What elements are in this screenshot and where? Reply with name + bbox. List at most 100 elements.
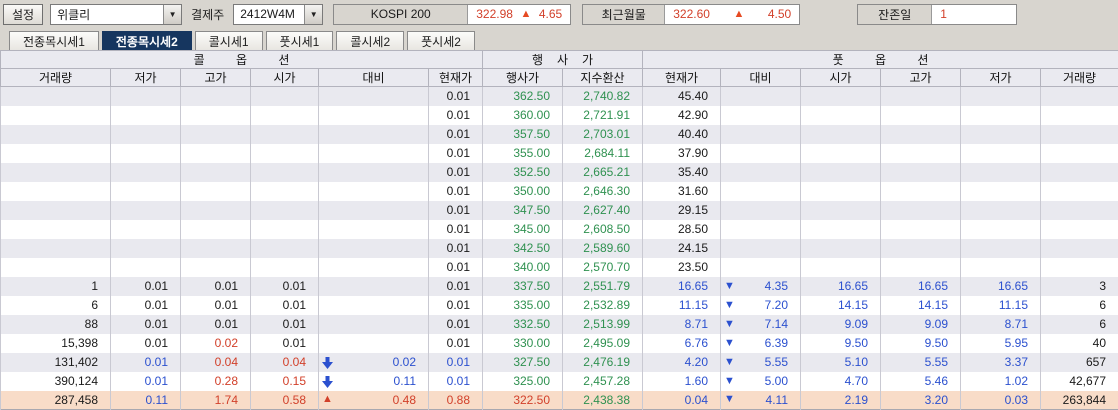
cell-call-high: 0.01 xyxy=(180,314,251,334)
cell-call-high xyxy=(180,200,251,220)
table-row[interactable]: 287,458 0.11 1.74 0.58 ▲ 0.48 0.88 322.50 2,438.… xyxy=(0,390,1118,410)
cell-call-volume: 15,398 xyxy=(0,333,111,353)
settlement-week-select[interactable]: 2412W4M ▼ xyxy=(233,3,324,25)
cell-call-low: 0.01 xyxy=(110,352,181,372)
cell-index-converted: 2,438.38 xyxy=(562,390,644,410)
cell-put-high xyxy=(880,219,962,239)
cell-put-price: 35.40 xyxy=(642,162,722,182)
triangle-down-icon: ▼ xyxy=(724,279,735,292)
cell-strike: 345.00 xyxy=(482,219,564,239)
cell-put-open xyxy=(800,257,882,277)
cell-put-high xyxy=(880,124,962,144)
cell-put-price: 40.40 xyxy=(642,124,722,144)
tab-전종목시세2[interactable]: 전종목시세2 xyxy=(101,31,192,50)
cell-call-change xyxy=(318,333,429,353)
table-row[interactable]: 0.01 340.00 2,570.70 23.50 xyxy=(0,257,1118,277)
tab-콜시세1[interactable]: 콜시세1 xyxy=(194,31,263,50)
cell-put-open xyxy=(800,105,882,125)
cell-call-high xyxy=(180,238,251,258)
cell-put-change xyxy=(720,238,802,258)
arrow-down-bold-icon xyxy=(322,355,333,369)
table-row[interactable]: 0.01 350.00 2,646.30 31.60 xyxy=(0,181,1118,201)
table-row[interactable]: 6 0.01 0.01 0.01 0.01 335.00 2,532.89 11.15 ▼ 7.2… xyxy=(0,295,1118,315)
cell-put-open xyxy=(800,238,882,258)
cell-put-change xyxy=(720,181,802,201)
table-row[interactable]: 0.01 345.00 2,608.50 28.50 xyxy=(0,219,1118,239)
tab-전종목시세1[interactable]: 전종목시세1 xyxy=(9,31,99,50)
cell-call-open xyxy=(250,86,319,106)
cell-call-price: 0.01 xyxy=(428,200,484,220)
cell-put-volume: 263,844 xyxy=(1040,390,1118,410)
cell-index-converted: 2,476.19 xyxy=(562,352,644,372)
cell-put-high xyxy=(880,238,962,258)
cell-call-low xyxy=(110,219,181,239)
cell-put-volume xyxy=(1040,86,1118,106)
cell-put-change xyxy=(720,257,802,277)
front-month-label: 최근월물 xyxy=(583,4,666,24)
put-options-group-header: 풋 옵 션 xyxy=(642,50,1118,69)
cell-call-change xyxy=(318,314,429,334)
table-row[interactable]: 88 0.01 0.01 0.01 0.01 332.50 2,513.99 8.71 ▼ 7.1… xyxy=(0,314,1118,334)
table-row[interactable]: 390,124 0.01 0.28 0.15 0.11 0.01 325.00 2,457.2… xyxy=(0,371,1118,391)
cell-put-low xyxy=(960,257,1042,277)
cell-index-converted: 2,551.79 xyxy=(562,276,644,296)
table-row[interactable]: 0.01 342.50 2,589.60 24.15 xyxy=(0,238,1118,258)
weekly-select[interactable]: 위클리 ▼ xyxy=(50,3,183,25)
triangle-down-icon: ▼ xyxy=(724,317,735,330)
table-row[interactable]: 0.01 362.50 2,740.82 45.40 xyxy=(0,86,1118,106)
cell-put-low xyxy=(960,86,1042,106)
table-row[interactable]: 0.01 352.50 2,665.21 35.40 xyxy=(0,162,1118,182)
cell-call-price: 0.01 xyxy=(428,295,484,315)
cell-strike: 355.00 xyxy=(482,143,564,163)
cell-index-converted: 2,646.30 xyxy=(562,181,644,201)
cell-put-low: 1.02 xyxy=(960,371,1042,391)
cell-put-price: 31.60 xyxy=(642,181,722,201)
chevron-down-icon[interactable]: ▼ xyxy=(304,4,323,24)
top-toolbar: 설정 위클리 ▼ 결제주 2412W4M ▼ KOSPI 200 322.98 … xyxy=(0,0,1118,28)
cell-call-change xyxy=(318,276,429,296)
cell-call-open: 0.01 xyxy=(250,314,319,334)
table-row[interactable]: 0.01 360.00 2,721.91 42.90 xyxy=(0,105,1118,125)
cell-call-price: 0.01 xyxy=(428,238,484,258)
cell-call-low: 0.01 xyxy=(110,371,181,391)
column-header-put-low: 저가 xyxy=(960,68,1042,87)
cell-put-open xyxy=(800,181,882,201)
table-row[interactable]: 15,398 0.01 0.02 0.01 0.01 330.00 2,495.09 6.76… xyxy=(0,333,1118,353)
tab-풋시세1[interactable]: 풋시세1 xyxy=(265,31,334,50)
cell-put-open xyxy=(800,200,882,220)
cell-call-open xyxy=(250,124,319,144)
cell-call-volume: 287,458 xyxy=(0,390,111,410)
tab-풋시세2[interactable]: 풋시세2 xyxy=(407,31,475,50)
cell-call-price: 0.01 xyxy=(428,333,484,353)
column-header-row: 거래량 저가 고가 시가 대비 현재가 행사가 지수환산 현재가 대비 시가 고가 저가 거래량 xyxy=(0,68,1118,87)
cell-index-converted: 2,627.40 xyxy=(562,200,644,220)
up-triangle-icon: ▲ xyxy=(733,8,745,20)
chevron-down-icon[interactable]: ▼ xyxy=(163,4,182,24)
front-month-price: 322.60 xyxy=(673,7,710,21)
cell-put-low xyxy=(960,200,1042,220)
table-row[interactable]: 0.01 347.50 2,627.40 29.15 xyxy=(0,200,1118,220)
cell-put-volume: 3 xyxy=(1040,276,1118,296)
cell-call-high: 0.28 xyxy=(180,371,251,391)
group-header-row: 콜 옵 션 행사가 풋 옵 션 xyxy=(0,50,1118,69)
tab-콜시세2[interactable]: 콜시세2 xyxy=(336,31,405,50)
cell-put-volume xyxy=(1040,124,1118,144)
cell-put-volume xyxy=(1040,162,1118,182)
table-row[interactable]: 0.01 355.00 2,684.11 37.90 xyxy=(0,143,1118,163)
cell-call-low xyxy=(110,162,181,182)
cell-index-converted: 2,570.70 xyxy=(562,257,644,277)
cell-call-change xyxy=(318,238,429,258)
cell-put-high xyxy=(880,143,962,163)
settlement-week-value: 2412W4M xyxy=(240,7,295,21)
column-header-put-open: 시가 xyxy=(800,68,882,87)
cell-call-change xyxy=(318,295,429,315)
table-row[interactable]: 131,402 0.01 0.04 0.04 0.02 0.01 327.50 2,476.1… xyxy=(0,352,1118,372)
cell-call-low xyxy=(110,143,181,163)
kospi200-change: 4.65 xyxy=(538,7,563,21)
table-row[interactable]: 0.01 357.50 2,703.01 40.40 xyxy=(0,124,1118,144)
cell-call-high: 1.74 xyxy=(180,390,251,410)
cell-call-price: 0.01 xyxy=(428,219,484,239)
settings-button[interactable]: 설정 xyxy=(3,3,44,25)
column-header-call-open: 시가 xyxy=(250,68,319,87)
table-row[interactable]: 1 0.01 0.01 0.01 0.01 337.50 2,551.79 16.65 ▼ 4.3… xyxy=(0,276,1118,296)
